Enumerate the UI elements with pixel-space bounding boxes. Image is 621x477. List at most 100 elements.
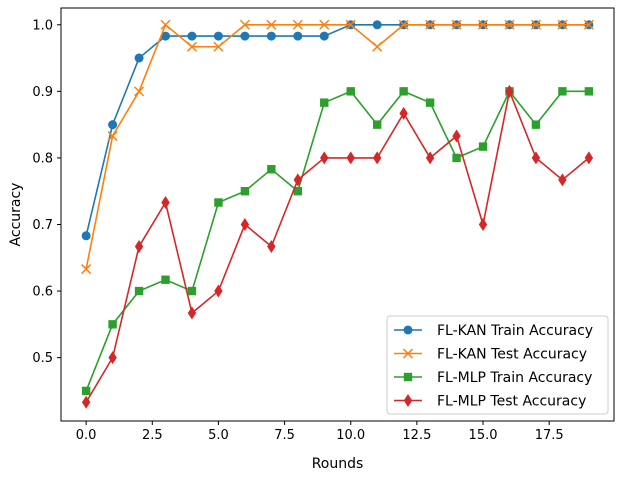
data-point-fl-kan-test-accuracy — [530, 19, 541, 30]
data-point-fl-mlp-test-accuracy — [478, 217, 488, 231]
data-point-fl-kan-train-accuracy — [81, 231, 91, 241]
legend-label: FL-KAN Train Accuracy — [437, 323, 593, 339]
data-point-fl-kan-test-accuracy — [213, 41, 224, 52]
data-point-fl-kan-test-accuracy — [557, 19, 568, 30]
data-point-fl-kan-test-accuracy — [160, 19, 171, 30]
data-point-fl-kan-train-accuracy — [319, 31, 329, 41]
data-point-fl-mlp-test-accuracy — [320, 151, 329, 165]
data-point-fl-kan-test-accuracy — [81, 264, 92, 275]
data-point-fl-kan-test-accuracy — [107, 130, 118, 141]
series-group — [81, 19, 594, 409]
legend-marker — [403, 372, 413, 382]
data-point-fl-mlp-test-accuracy — [399, 106, 408, 120]
data-point-fl-mlp-train-accuracy — [399, 87, 408, 96]
legend-marker — [403, 325, 413, 335]
data-point-fl-mlp-train-accuracy — [320, 98, 329, 107]
data-point-fl-kan-test-accuracy — [134, 86, 145, 97]
legend-label: FL-MLP Train Accuracy — [437, 370, 592, 386]
data-point-fl-kan-train-accuracy — [240, 31, 250, 41]
data-point-fl-mlp-test-accuracy — [134, 239, 144, 253]
legend-entry-fl-mlp-train-accuracy: FL-MLP Train Accuracy — [394, 370, 592, 386]
data-point-fl-mlp-test-accuracy — [214, 284, 223, 298]
data-point-fl-mlp-test-accuracy — [346, 151, 355, 165]
data-point-fl-kan-train-accuracy — [187, 31, 197, 41]
data-point-fl-mlp-train-accuracy — [161, 275, 170, 284]
data-point-fl-mlp-train-accuracy — [584, 87, 594, 96]
x-tick-label: 7.5 — [274, 428, 295, 443]
data-point-fl-kan-test-accuracy — [239, 19, 250, 30]
legend-entry-fl-kan-train-accuracy: FL-KAN Train Accuracy — [394, 323, 593, 339]
data-point-fl-kan-test-accuracy — [266, 19, 277, 30]
data-point-fl-mlp-train-accuracy — [214, 198, 223, 207]
y-tick-label: 0.8 — [32, 151, 53, 166]
x-tick-label: 15.0 — [469, 428, 498, 443]
data-point-fl-kan-test-accuracy — [398, 19, 409, 30]
data-point-fl-kan-test-accuracy — [451, 19, 462, 30]
series-line-fl-mlp-train-accuracy — [85, 89, 589, 392]
data-point-fl-kan-test-accuracy — [583, 19, 594, 30]
x-tick-label: 10.0 — [336, 428, 365, 443]
data-point-fl-mlp-train-accuracy — [478, 142, 488, 151]
data-point-fl-kan-test-accuracy — [345, 19, 356, 30]
data-point-fl-mlp-train-accuracy — [372, 120, 382, 129]
data-point-fl-mlp-test-accuracy — [187, 306, 197, 320]
data-point-fl-mlp-test-accuracy — [108, 351, 117, 365]
data-point-fl-mlp-test-accuracy — [267, 239, 276, 253]
series-fl-mlp-test-accuracy — [81, 84, 594, 409]
y-tick-label: 0.7 — [32, 218, 53, 233]
data-point-fl-kan-train-accuracy — [161, 31, 171, 41]
legend-entry-fl-mlp-test-accuracy: FL-MLP Test Accuracy — [394, 394, 586, 410]
y-tick-label: 0.6 — [32, 285, 53, 300]
data-point-fl-mlp-test-accuracy — [425, 151, 435, 165]
y-tick-label: 0.5 — [32, 351, 53, 366]
data-point-fl-mlp-train-accuracy — [267, 165, 276, 174]
data-point-fl-mlp-train-accuracy — [240, 187, 250, 196]
data-point-fl-mlp-test-accuracy — [161, 196, 170, 210]
data-point-fl-mlp-test-accuracy — [584, 151, 594, 165]
data-point-fl-mlp-train-accuracy — [558, 87, 567, 96]
data-point-fl-mlp-train-accuracy — [108, 320, 117, 329]
data-point-fl-mlp-train-accuracy — [293, 187, 303, 196]
x-axis-label: Rounds — [312, 456, 364, 472]
legend-label: FL-MLP Test Accuracy — [437, 394, 586, 410]
x-tick-label: 12.5 — [402, 428, 431, 443]
data-point-fl-kan-test-accuracy — [477, 19, 489, 30]
legend-marker — [402, 348, 414, 359]
data-point-fl-mlp-train-accuracy — [452, 153, 461, 163]
y-axis-ticks: 0.5 0.6 0.7 0.8 0.9 1.0 — [32, 18, 61, 366]
data-point-fl-kan-train-accuracy — [134, 53, 144, 63]
data-point-fl-kan-train-accuracy — [293, 31, 303, 41]
data-point-fl-kan-test-accuracy — [372, 41, 383, 52]
data-point-fl-mlp-train-accuracy — [346, 87, 355, 96]
x-axis-ticks: 0.0 2.5 5.0 7.5 10.0 12.5 15.0 17.5 — [76, 421, 564, 443]
data-point-fl-mlp-test-accuracy — [452, 129, 461, 143]
data-point-fl-kan-test-accuracy — [186, 41, 198, 52]
y-tick-label: 0.9 — [32, 85, 53, 100]
data-point-fl-kan-train-accuracy — [372, 20, 382, 30]
series-fl-mlp-train-accuracy — [81, 87, 594, 396]
series-line-fl-mlp-test-accuracy — [85, 88, 590, 403]
legend-label: FL-KAN Test Accuracy — [437, 347, 587, 363]
data-point-fl-mlp-test-accuracy — [505, 84, 514, 98]
data-point-fl-kan-test-accuracy — [425, 19, 436, 30]
series-fl-kan-test-accuracy — [81, 19, 594, 275]
x-tick-label: 2.5 — [142, 428, 163, 443]
data-point-fl-mlp-train-accuracy — [134, 286, 144, 296]
data-point-fl-mlp-train-accuracy — [81, 386, 91, 396]
legend: FL-KAN Train Accuracy FL-KAN Test Accurac… — [386, 315, 609, 415]
data-point-fl-mlp-train-accuracy — [531, 120, 541, 129]
data-point-fl-kan-train-accuracy — [108, 120, 118, 130]
data-point-fl-mlp-test-accuracy — [240, 217, 250, 231]
data-point-fl-kan-test-accuracy — [504, 19, 515, 30]
x-tick-label: 5.0 — [208, 428, 229, 443]
data-point-fl-mlp-test-accuracy — [293, 173, 303, 187]
data-point-fl-kan-train-accuracy — [266, 31, 276, 41]
data-point-fl-mlp-train-accuracy — [187, 286, 197, 296]
data-point-fl-mlp-test-accuracy — [81, 395, 91, 409]
legend-entry-fl-kan-test-accuracy: FL-KAN Test Accuracy — [394, 347, 587, 363]
data-point-fl-mlp-test-accuracy — [372, 151, 382, 165]
y-tick-label: 1.0 — [32, 18, 53, 33]
data-point-fl-mlp-test-accuracy — [558, 173, 567, 187]
